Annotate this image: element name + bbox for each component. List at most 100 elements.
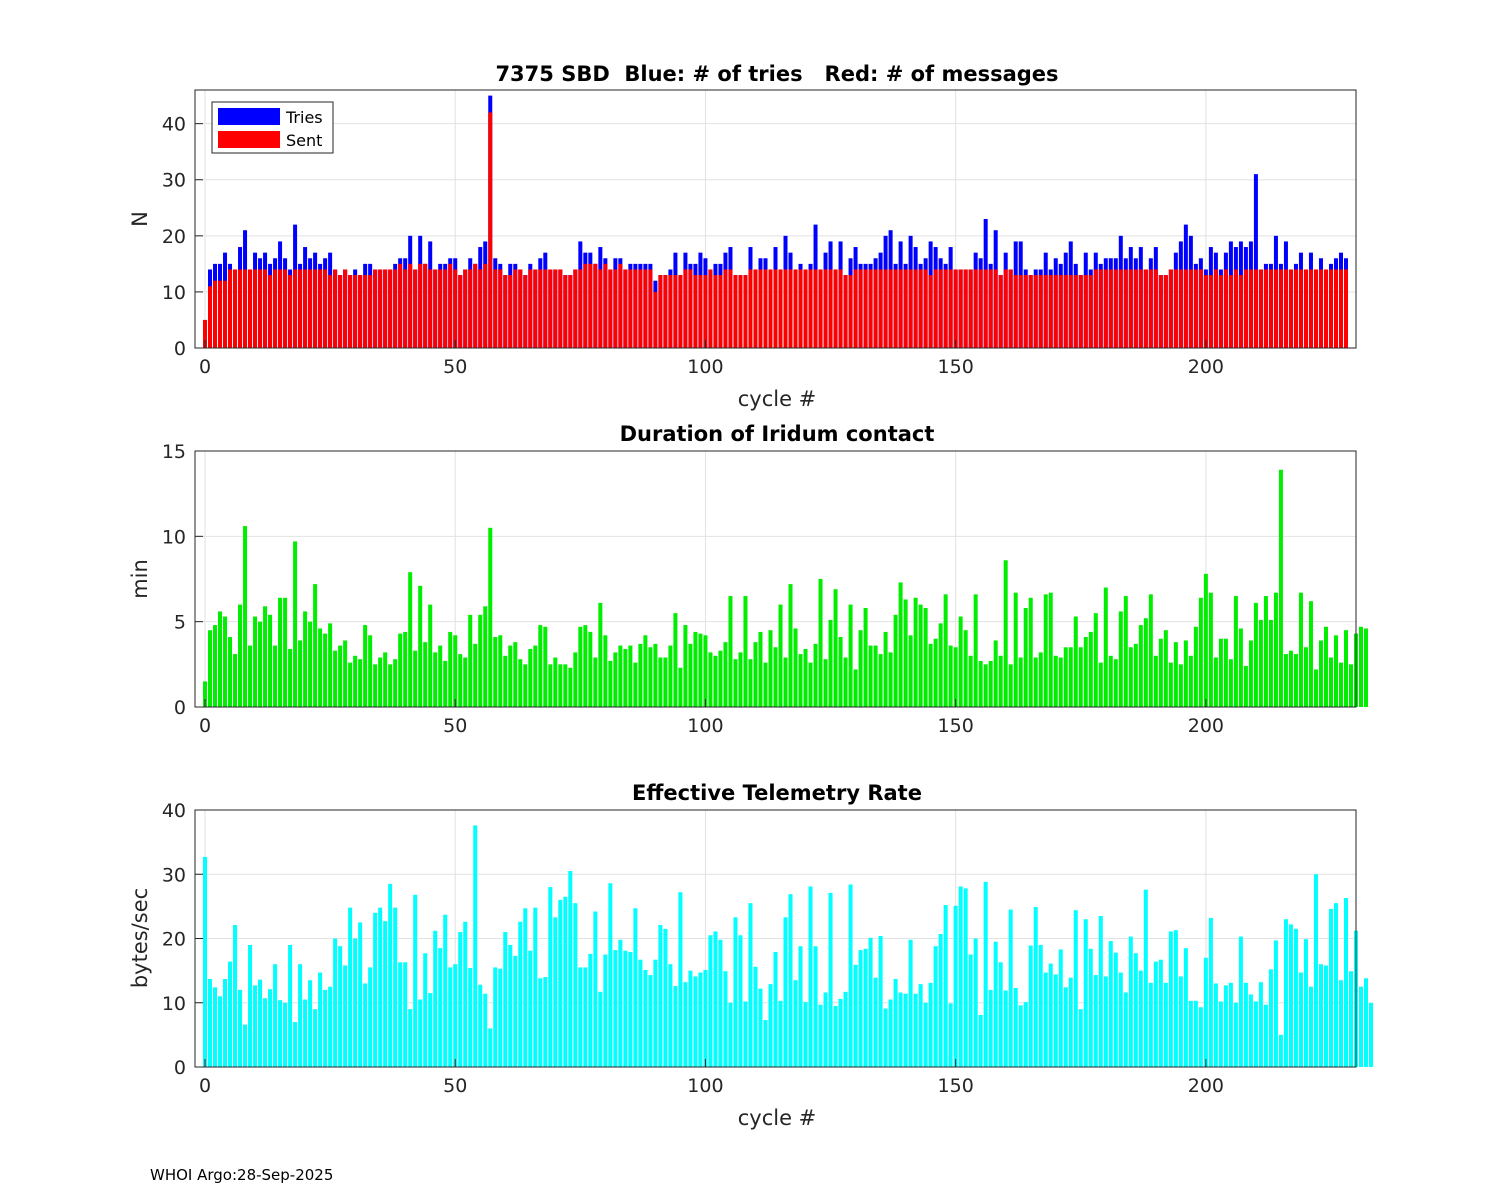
bar-rate [488, 1028, 493, 1067]
bar-sent [253, 269, 258, 348]
bar-sent [1143, 269, 1148, 348]
bar-sent [468, 269, 473, 348]
bar-rate [1333, 903, 1338, 1067]
bar-sent [703, 275, 708, 348]
bar-sent [498, 269, 503, 348]
bar-rate [258, 979, 263, 1067]
bar-sent [248, 269, 253, 348]
bar-duration [1093, 613, 1098, 707]
bar-rate [1068, 977, 1073, 1067]
bar-sent [1308, 269, 1313, 348]
bar-duration [713, 655, 718, 707]
bar-rate [408, 1009, 413, 1067]
bar-rate [828, 892, 833, 1067]
bar-sent [798, 269, 803, 348]
tries-sent-chart: 0 50 100 150 200 0 10 20 30 40 7375 SBD Blue: # o… [128, 62, 1357, 411]
bar-rate [523, 908, 528, 1067]
bar-sent [303, 269, 308, 348]
bar-rate [578, 967, 583, 1067]
y-axis-label: N [128, 211, 152, 227]
y-axis-label: bytes/sec [128, 888, 152, 988]
bar-sent [993, 269, 998, 348]
bar-rate [853, 964, 858, 1067]
bar-rate [443, 914, 448, 1067]
bar-duration [628, 645, 633, 707]
bar-duration [1043, 594, 1048, 707]
footer-credit: WHOI Argo:28-Sep-2025 [150, 1166, 333, 1184]
bar-sent [953, 269, 958, 348]
bar-sent [1233, 269, 1238, 348]
bar-duration [608, 660, 613, 707]
bar-rate [423, 953, 428, 1067]
bar-sent [378, 269, 383, 348]
bar-rate [993, 941, 998, 1067]
axis-ticks: 0 50 100 150 200 0 10 20 30 40 [162, 800, 1224, 1097]
bars [203, 95, 1348, 348]
bar-sent [863, 269, 868, 348]
bar-sent [1268, 269, 1273, 348]
bar-rate [473, 825, 478, 1067]
bar-rate [743, 1001, 748, 1067]
bar-rate [233, 925, 238, 1067]
bar-sent [738, 275, 743, 348]
bar-duration [813, 643, 818, 707]
bar-duration [273, 645, 278, 707]
bar-rate [1038, 944, 1043, 1067]
bar-duration [958, 616, 963, 707]
bar-duration [323, 633, 328, 707]
bar-rate [1318, 964, 1323, 1067]
legend-label-sent: Sent [286, 131, 322, 150]
bar-sent [728, 269, 733, 348]
bar-sent [613, 269, 618, 348]
bar-duration [1148, 594, 1153, 707]
bar-duration [1018, 657, 1023, 707]
bar-duration [228, 637, 233, 707]
bar-sent [668, 275, 673, 348]
bar-duration [438, 645, 443, 707]
bar-sent [348, 275, 353, 348]
bar-duration [658, 657, 663, 707]
bar-duration [788, 584, 793, 707]
bar-duration [483, 606, 488, 707]
bar-rate [628, 951, 633, 1067]
bar-tries [1253, 174, 1258, 348]
bar-duration [718, 650, 723, 707]
bar-sent [263, 269, 268, 348]
bar-duration [1208, 592, 1213, 707]
bar-rate [343, 965, 348, 1067]
bar-duration [913, 597, 918, 707]
bar-duration [633, 662, 638, 707]
bar-rate [373, 912, 378, 1067]
bar-rate [283, 1002, 288, 1067]
legend-swatch-tries [218, 108, 280, 125]
bar-rate [463, 921, 468, 1067]
bar-rate [963, 888, 968, 1067]
bar-duration [553, 657, 558, 707]
bar-sent [723, 269, 728, 348]
bar-duration [1278, 469, 1283, 707]
bar-sent [983, 269, 988, 348]
bar-rate [758, 988, 763, 1067]
bar-duration [783, 657, 788, 707]
y-tick-label: 40 [162, 800, 186, 822]
bar-duration [893, 614, 898, 707]
bar-duration [708, 652, 713, 707]
bar-sent [793, 269, 798, 348]
bar-duration [218, 611, 223, 707]
footer-label: WHOI Argo: [150, 1166, 238, 1184]
bar-duration [338, 645, 343, 707]
bar-duration [638, 643, 643, 707]
x-tick-label: 50 [443, 1075, 467, 1097]
bar-duration [1078, 647, 1083, 707]
bar-rate [273, 964, 278, 1067]
bar-duration [603, 635, 608, 707]
bar-duration [773, 647, 778, 707]
bar-duration [1323, 626, 1328, 707]
bar-sent [1178, 269, 1183, 348]
bar-duration [378, 657, 383, 707]
bar-duration [353, 655, 358, 707]
bar-sent [568, 275, 573, 348]
bar-rate [1348, 971, 1353, 1067]
bar-duration [488, 527, 493, 707]
bar-rate [983, 881, 988, 1067]
